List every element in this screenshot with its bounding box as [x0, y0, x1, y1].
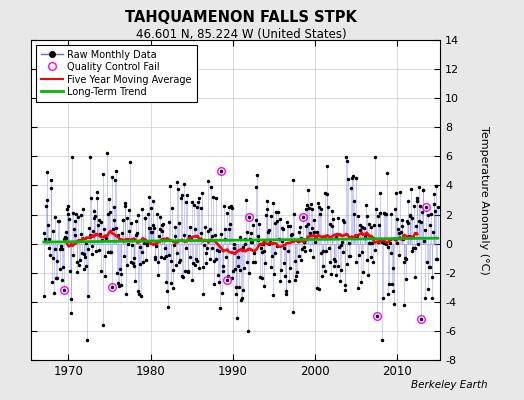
- Text: Berkeley Earth: Berkeley Earth: [411, 380, 487, 390]
- Legend: Raw Monthly Data, Quality Control Fail, Five Year Moving Average, Long-Term Tren: Raw Monthly Data, Quality Control Fail, …: [36, 45, 197, 102]
- Text: 46.601 N, 85.224 W (United States): 46.601 N, 85.224 W (United States): [136, 28, 346, 41]
- Y-axis label: Temperature Anomaly (°C): Temperature Anomaly (°C): [478, 126, 488, 274]
- Text: TAHQUAMENON FALLS STPK: TAHQUAMENON FALLS STPK: [125, 10, 357, 25]
